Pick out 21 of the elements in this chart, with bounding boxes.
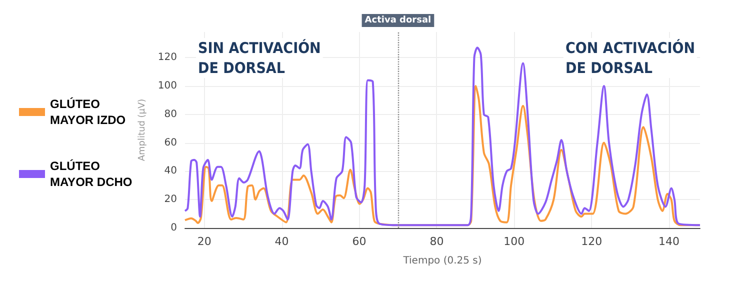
x-tick-label: 40 <box>274 235 289 248</box>
x-tick-label: 60 <box>352 235 366 248</box>
y-tick-label: 60 <box>164 137 177 148</box>
y-tick-label: 100 <box>158 80 177 92</box>
y-tick-label: 120 <box>158 52 177 64</box>
x-tick-label: 140 <box>658 235 680 248</box>
x-tick-label: 120 <box>581 235 602 248</box>
y-tick-label: 80 <box>164 108 177 120</box>
y-tick-label: 40 <box>164 166 177 177</box>
x-tick-label: 100 <box>504 235 525 248</box>
annotation: CON ACTIVACIÓN DE DORSAL <box>566 39 696 77</box>
legend-label: GLÚTEO MAYOR IZDO <box>50 97 126 127</box>
x-tick-label: 80 <box>430 235 444 248</box>
y-tick-label: 0 <box>170 222 177 234</box>
x-tick-label: 20 <box>197 235 212 248</box>
annotation: SIN ACTIVACIÓN DE DORSAL <box>198 39 321 77</box>
ref-line-label: Activa dorsal <box>364 16 432 26</box>
legend-label: GLÚTEO MAYOR DCHO <box>50 159 132 189</box>
x-axis-title: Tiempo (0.25 s) <box>402 256 482 266</box>
y-tick-label: 20 <box>164 194 177 206</box>
y-axis-title: Amplitud (µV) <box>138 98 148 162</box>
